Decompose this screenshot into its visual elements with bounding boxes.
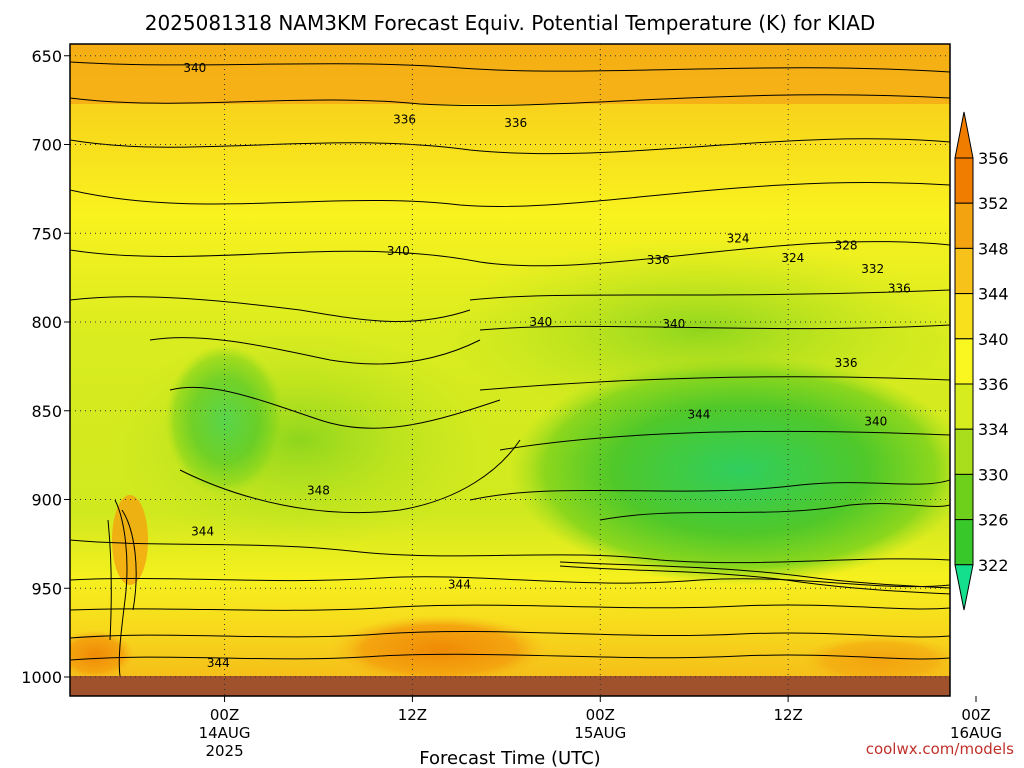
contour-label: 340: [529, 315, 552, 329]
y-tick-label: 850: [31, 402, 62, 421]
x-tick-label: 00Z: [210, 706, 239, 724]
colorbar-segment: [954, 519, 974, 566]
contour-label: 344: [207, 656, 230, 670]
y-tick-label: 1000: [21, 668, 62, 687]
y-tick-label: 700: [31, 136, 62, 155]
y-tick-label: 650: [31, 47, 62, 66]
colorbar-segment: [954, 293, 974, 340]
colorbar-tick-label: 340: [978, 330, 1009, 349]
x-tick-label: 12Z: [773, 706, 802, 724]
colorbar-segment: [954, 202, 974, 249]
x-tick-label: 12Z: [398, 706, 427, 724]
contour-label: 348: [307, 484, 330, 498]
colorbar-bottom-arrow: [954, 564, 974, 611]
y-tick-label: 950: [31, 579, 62, 598]
low-level-warm-right: [800, 635, 950, 685]
contour-label: 340: [387, 244, 410, 258]
contour-label: 324: [727, 232, 750, 246]
credit-text: coolwx.com/models: [866, 740, 1014, 758]
contour-label: 344: [687, 407, 710, 421]
y-tick-label: 800: [31, 313, 62, 332]
mid-green-region-left: [110, 330, 490, 550]
pressure-gridlines: [70, 55, 950, 678]
contour-label: 340: [864, 414, 887, 428]
x-tick-date: 16AUG: [950, 724, 1002, 742]
green-core-main: [510, 355, 950, 585]
contour-label: 336: [504, 116, 527, 130]
y-tick-label: 900: [31, 491, 62, 510]
chart-title: 2025081318 NAM3KM Forecast Equiv. Potent…: [145, 11, 876, 35]
y-tick-label: 750: [31, 224, 62, 243]
contour-lines: [70, 61, 950, 677]
time-gridlines: [224, 44, 789, 696]
y-axis: 2503003504004505005506006507007508008509…: [21, 47, 70, 687]
plot-frame: [69, 43, 951, 697]
contour-label: 324: [924, 24, 947, 38]
contour-label: 336: [888, 281, 911, 295]
contour-label: 340: [662, 317, 685, 331]
colorbar-segment: [954, 157, 974, 204]
plot-area: 3483443403363363363403323363283283283243…: [70, 24, 950, 696]
colorbar-tick-label: 352: [978, 194, 1009, 213]
low-level-warm-left: [70, 630, 135, 680]
x-tick-year: 2025: [205, 742, 243, 760]
colorbar-tick-label: 326: [978, 511, 1009, 530]
contour-label: 324: [781, 251, 804, 265]
contour-label: 328: [835, 239, 858, 253]
contour-labels: 3483443403363363363403323363283283283243…: [183, 24, 947, 670]
colorbar: 356 352 348 344 340 336 334 330 326 322: [954, 111, 1009, 611]
colorbar-segment: [954, 383, 974, 430]
x-tick-date: 15AUG: [574, 724, 626, 742]
ground-surface: [70, 676, 950, 696]
colorbar-tick-label: 356: [978, 149, 1009, 168]
colorbar-tick-label: 330: [978, 465, 1009, 484]
colorbar-segment: [954, 473, 974, 521]
contour-label: 344: [448, 578, 471, 592]
contour-label: 340: [183, 61, 206, 75]
contour-label: 336: [835, 356, 858, 370]
colorbar-segment: [954, 428, 974, 475]
colorbar-tick-label: 348: [978, 239, 1009, 258]
colorbar-tick-label: 336: [978, 375, 1009, 394]
x-tick-label: 00Z: [961, 706, 990, 724]
colorbar-segment: [954, 247, 974, 295]
contour-label: 332: [861, 262, 884, 276]
colorbar-segment: [954, 338, 974, 385]
x-axis-label: Forecast Time (UTC): [419, 748, 600, 768]
x-tick-label: 00Z: [586, 706, 615, 724]
colorbar-tick-label: 344: [978, 285, 1009, 304]
colorbar-tick-label: 322: [978, 556, 1009, 575]
top-orange-band: [70, 44, 950, 104]
colorbar-tick-label: 334: [978, 420, 1009, 439]
contour-label: 336: [647, 253, 670, 267]
column-warm-spike: [112, 495, 148, 585]
low-level-warm-mid: [330, 615, 550, 685]
colorbar-top-arrow: [954, 111, 974, 159]
x-tick-date: 14AUG: [199, 724, 251, 742]
contour-label: 344: [191, 524, 214, 538]
contour-label: 336: [393, 113, 416, 127]
